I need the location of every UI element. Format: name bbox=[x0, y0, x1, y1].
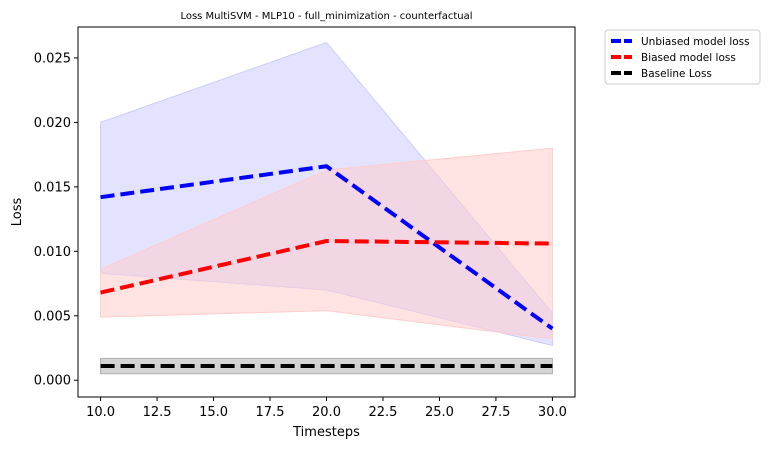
baseline-loss-legend-label: Baseline Loss bbox=[641, 68, 712, 80]
y-tick-label: 0.015 bbox=[34, 180, 71, 195]
y-axis-ticks: 0.000 0.005 0.010 0.015 0.020 0.025 bbox=[34, 51, 78, 389]
x-tick-label: 15.0 bbox=[199, 405, 228, 420]
x-tick-label: 27.5 bbox=[481, 405, 510, 420]
legend: Unbiased model loss Biased model loss Base… bbox=[604, 29, 761, 85]
unbiased-model-loss-line bbox=[100, 164, 554, 331]
x-tick-label: 20.0 bbox=[312, 405, 341, 420]
y-tick-label: 0.000 bbox=[34, 374, 71, 389]
x-axis-ticks: 10.0 12.5 15.0 17.5 20.0 22.5 25.0 27.5 30.0 bbox=[86, 397, 567, 420]
x-tick-label: 10.0 bbox=[86, 405, 115, 420]
x-tick-label: 12.5 bbox=[143, 405, 172, 420]
biased-model-loss-line bbox=[100, 239, 553, 295]
biased-model-loss-band bbox=[100, 147, 553, 340]
y-tick-label: 0.020 bbox=[34, 116, 71, 131]
y-tick-label: 0.005 bbox=[34, 309, 71, 324]
unbiased-model-loss-legend-label: Unbiased model loss bbox=[641, 36, 750, 48]
chart-title: Loss MultiSVM - MLP10 - full_minimizatio… bbox=[180, 11, 472, 22]
y-tick-label: 0.025 bbox=[34, 51, 71, 66]
x-tick-label: 17.5 bbox=[256, 405, 285, 420]
x-tick-label: 25.0 bbox=[425, 405, 454, 420]
series-lines bbox=[100, 164, 554, 369]
x-axis-label: Timesteps bbox=[292, 425, 360, 440]
confidence-bands bbox=[100, 41, 553, 375]
y-axis-label: Loss bbox=[10, 198, 25, 227]
biased-model-loss-legend-label: Biased model loss bbox=[641, 52, 736, 64]
legend-box bbox=[604, 29, 761, 85]
x-tick-label: 22.5 bbox=[369, 405, 398, 420]
x-tick-label: 30.0 bbox=[538, 405, 567, 420]
y-tick-label: 0.010 bbox=[34, 245, 71, 260]
